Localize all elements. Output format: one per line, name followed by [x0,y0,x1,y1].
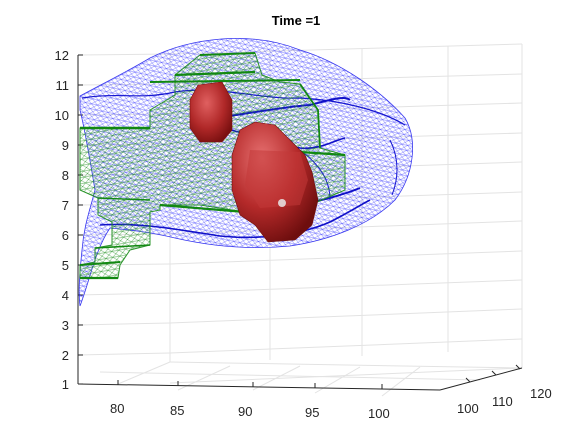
z-tick-label: 7 [62,198,69,213]
x-tick-label: 80 [110,401,124,416]
z-tick-label: 5 [62,258,69,273]
y-tick-labels: 100 110 120 [457,386,552,416]
y-tick-label: 120 [530,386,552,401]
z-tick-label: 3 [62,318,69,333]
z-tick-label: 9 [62,138,69,153]
z-tick-label: 2 [62,348,69,363]
z-tick-label: 11 [56,78,70,93]
x-tick-labels: 80 85 90 95 100 [110,401,390,421]
x-tick-label: 85 [170,403,184,418]
z-tick-label: 4 [62,288,69,303]
y-tick-label: 100 [457,401,479,416]
y-tick-label: 110 [492,394,513,409]
x-tick-label: 95 [305,405,319,420]
series-red-surface [189,81,319,243]
x-tick-label: 100 [368,406,390,421]
z-tick-label: 8 [62,168,69,183]
z-tick-label: 1 [62,377,69,392]
red-blob-upper [189,81,233,143]
z-tick-label: 12 [55,48,69,63]
y-axis-line [439,367,523,391]
x-tick-label: 90 [238,404,252,419]
x-axis-line [77,383,441,391]
chart-title: Time =1 [272,13,321,28]
z-tick-label: 6 [62,228,69,243]
z-tick-label: 10 [55,108,69,123]
z-tick-labels: 12 11 10 9 8 7 6 5 4 3 2 1 [55,48,69,392]
axis-lines [77,55,523,391]
